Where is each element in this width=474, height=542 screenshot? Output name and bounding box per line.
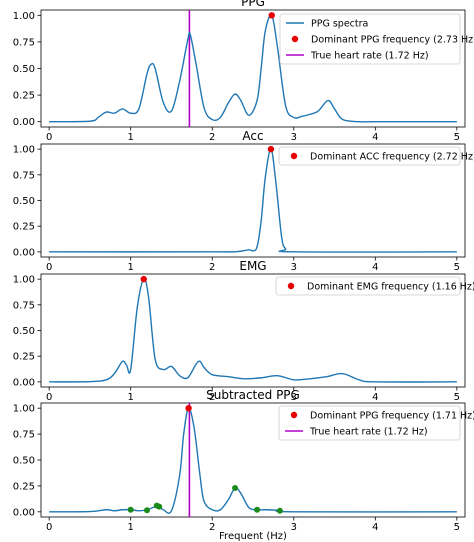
y-tick-label: 1.00 xyxy=(13,145,35,156)
panel-title: Acc xyxy=(242,129,263,143)
x-tick-label: 3 xyxy=(291,262,297,273)
legend-box xyxy=(279,13,461,65)
candidate-peak-point xyxy=(127,506,134,513)
legend-box xyxy=(278,405,461,441)
x-tick-label: 3 xyxy=(291,392,297,403)
candidate-peak-point xyxy=(254,506,261,513)
x-tick-label: 5 xyxy=(454,522,460,533)
legend-entry-label: Dominant ACC frequency (2.72 Hz) xyxy=(310,151,474,162)
y-tick-label: 0.75 xyxy=(13,170,35,181)
legend: Dominant EMG frequency (1.16 Hz) xyxy=(275,276,474,296)
legend-box xyxy=(275,276,461,296)
y-tick-label: 0.50 xyxy=(13,196,35,207)
legend-dot-swatch xyxy=(287,282,295,290)
spectrum-line xyxy=(49,148,457,253)
legend-dot-swatch xyxy=(290,411,298,419)
panel-title: EMG xyxy=(239,259,266,273)
legend-entry-label: PPG spectra xyxy=(311,18,368,29)
x-tick-label: 2 xyxy=(209,522,215,533)
legend: PPG spectra Dominant PPG frequency (2.73 … xyxy=(279,13,474,65)
legend-entry-label: Dominant PPG frequency (2.73 Hz) xyxy=(311,34,474,45)
legend-box xyxy=(278,146,461,166)
x-tick-label: 2 xyxy=(209,262,215,273)
y-tick-label: 0.50 xyxy=(13,326,35,337)
candidate-peak-point xyxy=(156,503,163,510)
dominant-peak-point xyxy=(185,404,192,412)
legend-entry-label: True heart rate (1.72 Hz) xyxy=(310,50,429,61)
x-tick-label: 5 xyxy=(454,392,460,403)
y-tick-label: 0.25 xyxy=(13,481,35,492)
y-tick-label: 0.25 xyxy=(13,222,35,233)
x-tick-label: 1 xyxy=(128,392,134,403)
x-tick-label: 0 xyxy=(46,392,52,403)
y-tick-label: 0.25 xyxy=(13,91,35,102)
dominant-peak-point xyxy=(267,145,275,153)
x-axis-label: Frequent (Hz) xyxy=(219,531,287,542)
x-tick-label: 3 xyxy=(291,522,297,533)
candidate-peak-point xyxy=(276,507,283,514)
y-tick-label: 1.00 xyxy=(13,275,35,286)
x-tick-label: 2 xyxy=(209,392,215,403)
candidate-peak-point xyxy=(232,484,239,491)
y-tick-label: 0.25 xyxy=(13,352,35,363)
y-tick-label: 1.00 xyxy=(13,11,35,22)
y-tick-label: 0.00 xyxy=(13,507,35,518)
legend: Dominant ACC frequency (2.72 Hz) xyxy=(278,146,474,166)
dominant-peak-point xyxy=(140,275,147,283)
x-tick-label: 0 xyxy=(46,132,52,143)
spectrum-line xyxy=(49,14,457,123)
panel-4: Subtracted PPG 0.00 0.25 0.50 0.75 1.00 0 1 2 3 4 5… xyxy=(13,388,474,533)
x-tick-label: 4 xyxy=(372,522,378,533)
spectrum-line xyxy=(49,278,457,383)
y-tick-label: 0.00 xyxy=(13,377,35,388)
x-tick-label: 0 xyxy=(46,262,52,273)
x-tick-label: 4 xyxy=(372,392,378,403)
legend: Dominant PPG frequency (1.71 Hz) True hea… xyxy=(278,405,474,441)
legend-entry-label: Dominant PPG frequency (1.71 Hz) xyxy=(310,410,474,421)
y-tick-label: 0.75 xyxy=(13,300,35,311)
panel-1: PPG 0.00 0.25 0.50 0.75 1.00 0 1 2 3 4 5 PPG spectra… xyxy=(13,0,474,143)
y-tick-label: 0.00 xyxy=(13,247,35,258)
x-tick-label: 1 xyxy=(128,522,134,533)
y-tick-label: 1.00 xyxy=(13,404,35,415)
x-tick-label: 5 xyxy=(454,262,460,273)
y-tick-label: 0.50 xyxy=(13,456,35,467)
x-tick-label: 2 xyxy=(209,132,215,143)
panel-2: Acc 0.00 0.25 0.50 0.75 1.00 0 1 2 3 4 5 Dominant AC… xyxy=(13,129,474,273)
dominant-peak-point xyxy=(268,12,275,19)
y-tick-label: 0.75 xyxy=(13,430,35,441)
y-tick-label: 0.75 xyxy=(13,37,35,48)
candidate-peak-point xyxy=(144,507,150,514)
x-tick-label: 1 xyxy=(128,262,134,273)
legend-dot-swatch xyxy=(291,35,299,43)
panel-title: Subtracted PPG xyxy=(206,388,300,402)
panel-3: EMG 0.00 0.25 0.50 0.75 1.00 0 1 2 3 4 5 Dominant EM… xyxy=(13,259,474,403)
legend-entry-label: True heart rate (1.72 Hz) xyxy=(309,426,428,437)
y-tick-label: 0.00 xyxy=(13,117,35,128)
x-tick-label: 1 xyxy=(128,132,134,143)
x-tick-label: 0 xyxy=(46,522,52,533)
legend-dot-swatch xyxy=(290,152,298,160)
x-tick-label: 4 xyxy=(372,132,378,143)
y-tick-label: 0.50 xyxy=(13,64,35,75)
x-tick-label: 4 xyxy=(372,262,378,273)
panel-title: PPG xyxy=(241,0,265,9)
x-tick-label: 5 xyxy=(454,132,460,143)
legend-entry-label: Dominant EMG frequency (1.16 Hz) xyxy=(307,281,474,292)
x-tick-label: 3 xyxy=(291,132,297,143)
